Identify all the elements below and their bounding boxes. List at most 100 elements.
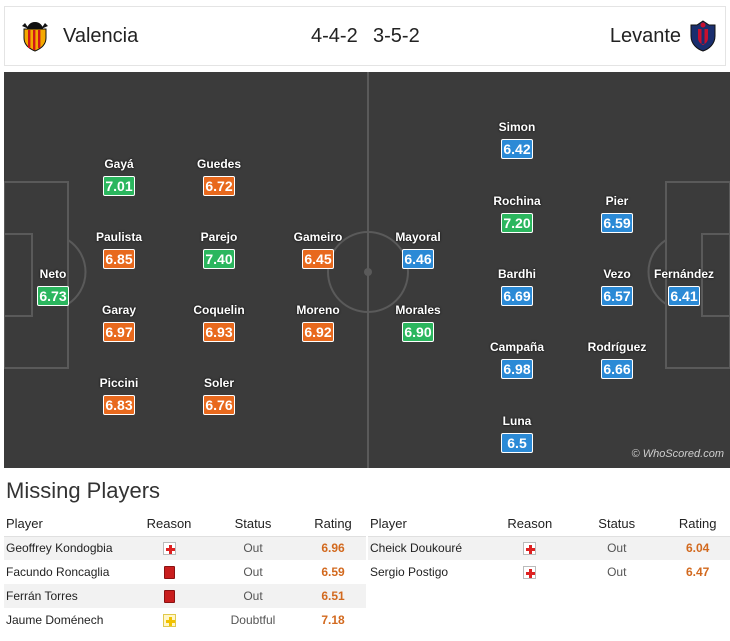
home-player-neto[interactable]: Neto 6.73: [18, 267, 88, 306]
away-player-bardhi[interactable]: Bardhi 6.69: [482, 267, 552, 306]
whoscored-watermark: © WhoScored.com: [631, 448, 724, 460]
player-rating: 7.20: [501, 213, 533, 233]
col-status: Status: [206, 512, 300, 537]
col-rating: Rating: [665, 512, 730, 537]
table-row: Jaume Doménech Doubtful 7.18: [4, 608, 366, 632]
missing-rating: 6.04: [665, 536, 730, 560]
missing-rating: 6.47: [685, 565, 710, 579]
away-player-simon[interactable]: Simon 6.42: [482, 120, 552, 159]
player-rating: 6.59: [601, 213, 633, 233]
away-player-rochina[interactable]: Rochina 7.20: [482, 194, 552, 233]
pitch: Neto 6.73 Gayá 7.01 Paulista 6.85 Garay …: [4, 72, 730, 468]
away-team-name[interactable]: Levante: [609, 25, 681, 47]
player-rating: 6.41: [668, 286, 700, 306]
home-player-coquelin[interactable]: Coquelin 6.93: [184, 303, 254, 342]
missing-status: Out: [206, 584, 300, 608]
player-name: Luna: [502, 414, 532, 428]
player-rating: 6.97: [103, 322, 135, 342]
player-rating: 6.5: [501, 433, 533, 453]
player-name: Campaña: [489, 340, 545, 354]
injury-icon: [162, 542, 176, 556]
player-name: Paulista: [95, 230, 143, 244]
valencia-bat-crest-icon[interactable]: [21, 20, 49, 52]
table-row: Facundo Roncaglia Out 6.59: [4, 560, 366, 584]
missing-player-name[interactable]: Ferrán Torres: [4, 584, 132, 608]
home-player-garay[interactable]: Garay 6.97: [84, 303, 154, 342]
player-name: Gayá: [104, 157, 134, 171]
player-name: Rodríguez: [587, 340, 647, 354]
player-rating: 6.69: [501, 286, 533, 306]
home-player-gaya[interactable]: Gayá 7.01: [84, 157, 154, 196]
missing-player-name[interactable]: Jaume Doménech: [6, 613, 104, 627]
col-player: Player: [4, 512, 132, 537]
home-player-moreno[interactable]: Moreno 6.92: [283, 303, 353, 342]
missing-rating: 6.59: [321, 565, 345, 579]
red-card-icon: [163, 590, 175, 604]
player-name: Moreno: [296, 303, 340, 317]
missing-rating: 7.18: [321, 613, 345, 627]
player-name: Mayoral: [395, 230, 441, 244]
match-header: Valencia 4-4-2 3-5-2 Levante: [4, 6, 726, 66]
player-name: Soler: [203, 376, 234, 390]
player-rating: 6.83: [103, 395, 135, 415]
home-player-soler[interactable]: Soler 6.76: [184, 376, 254, 415]
missing-player-name[interactable]: Geoffrey Kondogbia: [4, 536, 132, 560]
doubtful-icon: [162, 614, 176, 628]
player-name: Fernández: [653, 267, 714, 281]
away-player-campana[interactable]: Campaña 6.98: [482, 340, 552, 379]
player-rating: 6.90: [402, 322, 434, 342]
home-player-parejo[interactable]: Parejo 7.40: [184, 230, 254, 269]
player-name: Piccini: [99, 376, 139, 390]
away-player-luna[interactable]: Luna 6.5: [482, 414, 552, 453]
missing-status: Out: [607, 565, 627, 579]
col-player: Player: [368, 512, 492, 537]
away-player-fernandez[interactable]: Fernández 6.41: [649, 267, 719, 306]
missing-rating: 6.96: [300, 536, 366, 560]
player-rating: 6.92: [302, 322, 334, 342]
missing-player-name[interactable]: Sergio Postigo: [370, 565, 449, 579]
player-rating: 7.40: [203, 249, 235, 269]
levante-crest-icon[interactable]: [689, 20, 717, 52]
away-player-mayoral[interactable]: Mayoral 6.46: [383, 230, 453, 269]
table-row: Cheick Doukouré Out 6.04: [368, 536, 730, 560]
player-rating: 7.01: [103, 176, 135, 196]
missing-player-name[interactable]: Cheick Doukouré: [368, 536, 492, 560]
red-card-icon: [163, 566, 175, 580]
table-row: Geoffrey Kondogbia Out 6.96: [4, 536, 366, 560]
player-rating: 6.98: [501, 359, 533, 379]
missing-status: Out: [243, 565, 263, 579]
table-row: Sergio Postigo Out 6.47: [368, 560, 730, 584]
player-name: Simon: [498, 120, 536, 134]
missing-player-name[interactable]: Facundo Roncaglia: [6, 565, 110, 579]
player-name: Guedes: [196, 157, 241, 171]
player-name: Pier: [605, 194, 629, 208]
player-name: Vezo: [603, 267, 631, 281]
away-player-pier[interactable]: Pier 6.59: [582, 194, 652, 233]
col-status: Status: [568, 512, 666, 537]
col-reason: Reason: [132, 512, 206, 537]
home-team-name[interactable]: Valencia: [63, 25, 139, 47]
table-row: Ferrán Torres Out 6.51: [4, 584, 366, 608]
player-name: Rochina: [493, 194, 541, 208]
player-rating: 6.73: [37, 286, 69, 306]
away-player-vezo[interactable]: Vezo 6.57: [582, 267, 652, 306]
col-rating: Rating: [300, 512, 366, 537]
home-player-gameiro[interactable]: Gameiro 6.45: [283, 230, 353, 269]
player-name: Neto: [39, 267, 67, 281]
missing-status: Out: [568, 536, 666, 560]
home-player-guedes[interactable]: Guedes 6.72: [184, 157, 254, 196]
player-rating: 6.46: [402, 249, 434, 269]
player-name: Gameiro: [293, 230, 343, 244]
player-name: Garay: [101, 303, 137, 317]
home-formation: 4-4-2: [311, 25, 358, 47]
player-rating: 6.42: [501, 139, 533, 159]
home-player-paulista[interactable]: Paulista 6.85: [84, 230, 154, 269]
player-name: Coquelin: [193, 303, 245, 317]
missing-status: Out: [206, 536, 300, 560]
away-player-morales[interactable]: Morales 6.90: [383, 303, 453, 342]
away-player-rodriguez[interactable]: Rodríguez 6.66: [582, 340, 652, 379]
home-player-piccini[interactable]: Piccini 6.83: [84, 376, 154, 415]
injury-icon: [523, 566, 537, 580]
col-reason: Reason: [491, 512, 569, 537]
player-rating: 6.45: [302, 249, 334, 269]
